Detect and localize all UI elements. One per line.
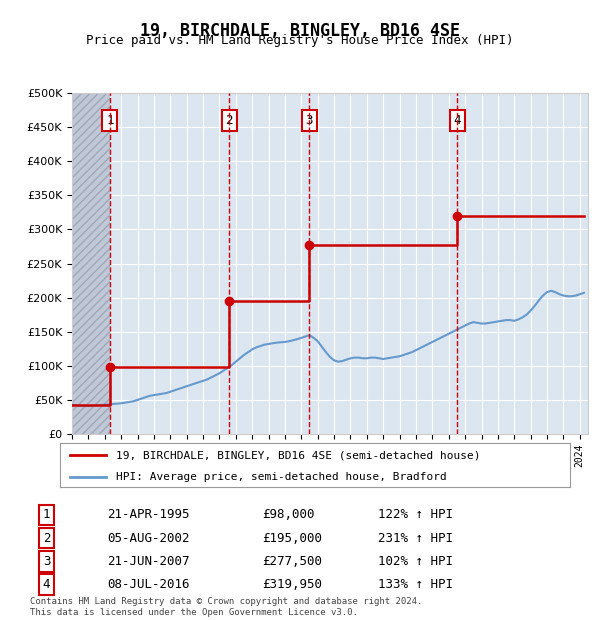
Text: Price paid vs. HM Land Registry's House Price Index (HPI): Price paid vs. HM Land Registry's House … — [86, 34, 514, 47]
Text: £195,000: £195,000 — [262, 532, 322, 544]
Text: 231% ↑ HPI: 231% ↑ HPI — [378, 532, 453, 544]
Text: 4: 4 — [43, 578, 50, 591]
Text: £277,500: £277,500 — [262, 555, 322, 568]
Text: 4: 4 — [454, 114, 461, 126]
Text: 102% ↑ HPI: 102% ↑ HPI — [378, 555, 453, 568]
Bar — [72, 93, 110, 434]
Text: Contains HM Land Registry data © Crown copyright and database right 2024.
This d: Contains HM Land Registry data © Crown c… — [30, 598, 422, 617]
Text: 122% ↑ HPI: 122% ↑ HPI — [378, 508, 453, 521]
Text: 1: 1 — [43, 508, 50, 521]
Text: 1: 1 — [106, 114, 113, 126]
Text: HPI: Average price, semi-detached house, Bradford: HPI: Average price, semi-detached house,… — [116, 472, 447, 482]
Text: 21-APR-1995: 21-APR-1995 — [107, 508, 190, 521]
Text: 3: 3 — [305, 114, 313, 126]
Text: £98,000: £98,000 — [262, 508, 314, 521]
Text: 21-JUN-2007: 21-JUN-2007 — [107, 555, 190, 568]
Text: 19, BIRCHDALE, BINGLEY, BD16 4SE (semi-detached house): 19, BIRCHDALE, BINGLEY, BD16 4SE (semi-d… — [116, 451, 481, 461]
Text: 08-JUL-2016: 08-JUL-2016 — [107, 578, 190, 591]
Text: 05-AUG-2002: 05-AUG-2002 — [107, 532, 190, 544]
Text: 19, BIRCHDALE, BINGLEY, BD16 4SE: 19, BIRCHDALE, BINGLEY, BD16 4SE — [140, 22, 460, 40]
Text: 2: 2 — [43, 532, 50, 544]
Text: £319,950: £319,950 — [262, 578, 322, 591]
Text: 133% ↑ HPI: 133% ↑ HPI — [378, 578, 453, 591]
Text: 3: 3 — [43, 555, 50, 568]
Text: 2: 2 — [226, 114, 233, 126]
